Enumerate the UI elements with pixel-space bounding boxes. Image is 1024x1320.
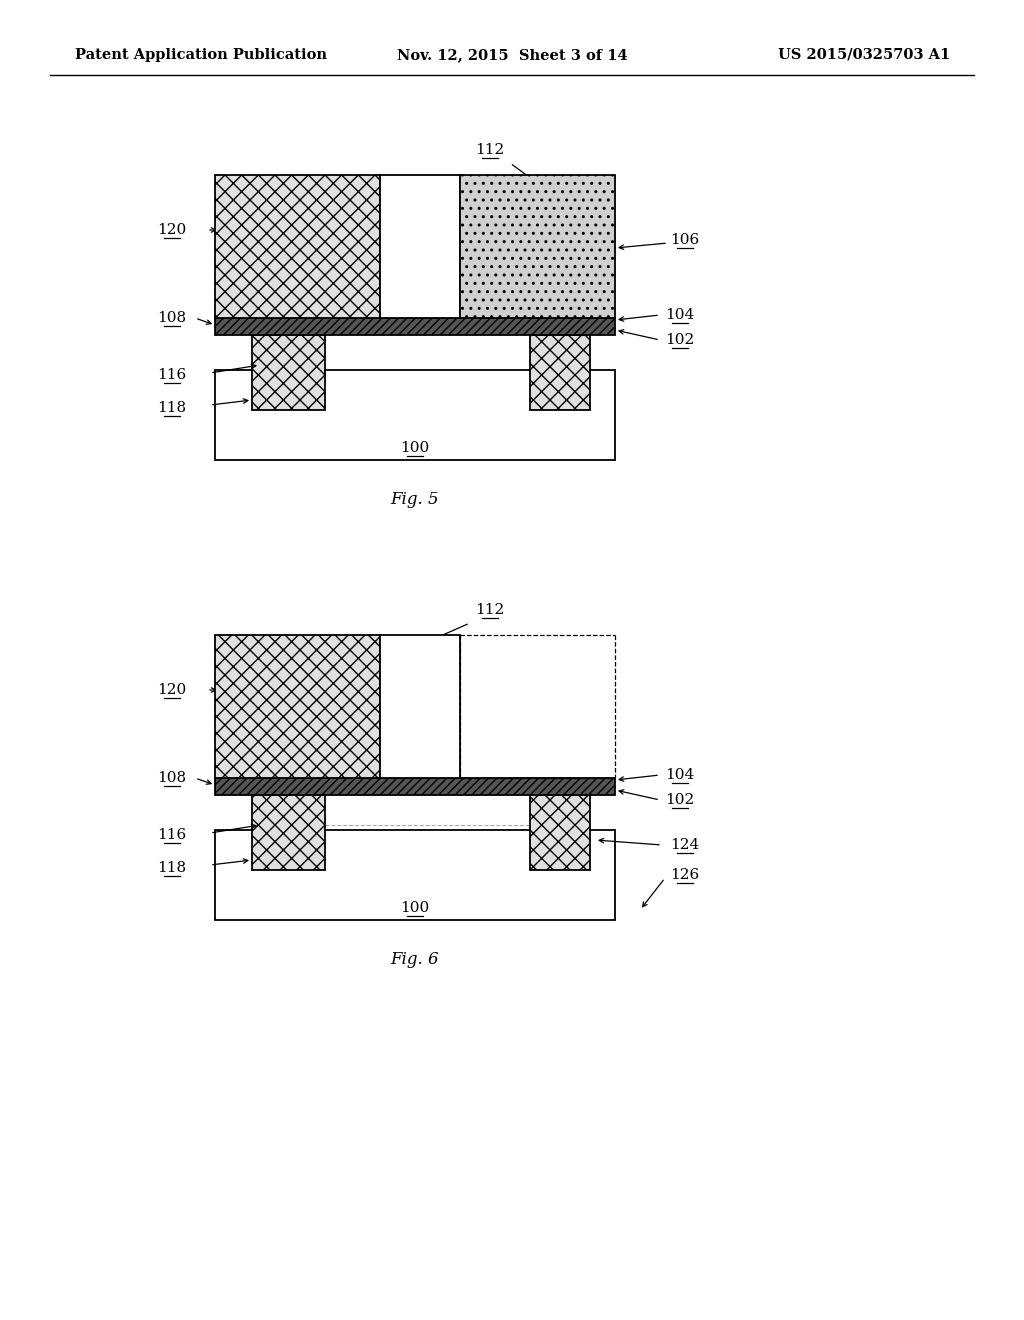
Bar <box>530 335 590 411</box>
Text: 102: 102 <box>666 333 694 347</box>
Bar <box>215 370 615 459</box>
Bar <box>215 777 615 795</box>
Bar <box>380 176 460 318</box>
Text: 104: 104 <box>666 308 694 322</box>
Text: 104: 104 <box>666 768 694 781</box>
Text: 100: 100 <box>400 441 430 455</box>
Bar <box>252 335 325 411</box>
Text: 126: 126 <box>671 869 699 882</box>
Text: Fig. 5: Fig. 5 <box>391 491 439 508</box>
Bar <box>215 830 615 920</box>
Text: Fig. 6: Fig. 6 <box>391 952 439 969</box>
Bar <box>215 318 615 335</box>
Bar <box>215 635 380 777</box>
Text: 102: 102 <box>666 793 694 807</box>
Text: Nov. 12, 2015  Sheet 3 of 14: Nov. 12, 2015 Sheet 3 of 14 <box>396 48 628 62</box>
Text: 112: 112 <box>475 603 505 616</box>
Text: US 2015/0325703 A1: US 2015/0325703 A1 <box>778 48 950 62</box>
Text: 108: 108 <box>158 771 186 785</box>
Text: 116: 116 <box>158 828 186 842</box>
Text: 120: 120 <box>158 223 186 238</box>
Text: 120: 120 <box>158 682 186 697</box>
Bar <box>460 176 615 318</box>
Bar <box>215 176 380 318</box>
Text: 118: 118 <box>158 861 186 875</box>
Text: 100: 100 <box>400 902 430 915</box>
Bar <box>252 795 325 870</box>
Bar <box>380 635 460 777</box>
Text: 124: 124 <box>671 838 699 851</box>
Text: 108: 108 <box>158 312 186 325</box>
Text: 112: 112 <box>475 143 505 157</box>
Bar <box>530 795 590 870</box>
Text: 118: 118 <box>158 401 186 414</box>
Text: 106: 106 <box>671 234 699 247</box>
Text: Patent Application Publication: Patent Application Publication <box>75 48 327 62</box>
Text: 116: 116 <box>158 368 186 381</box>
